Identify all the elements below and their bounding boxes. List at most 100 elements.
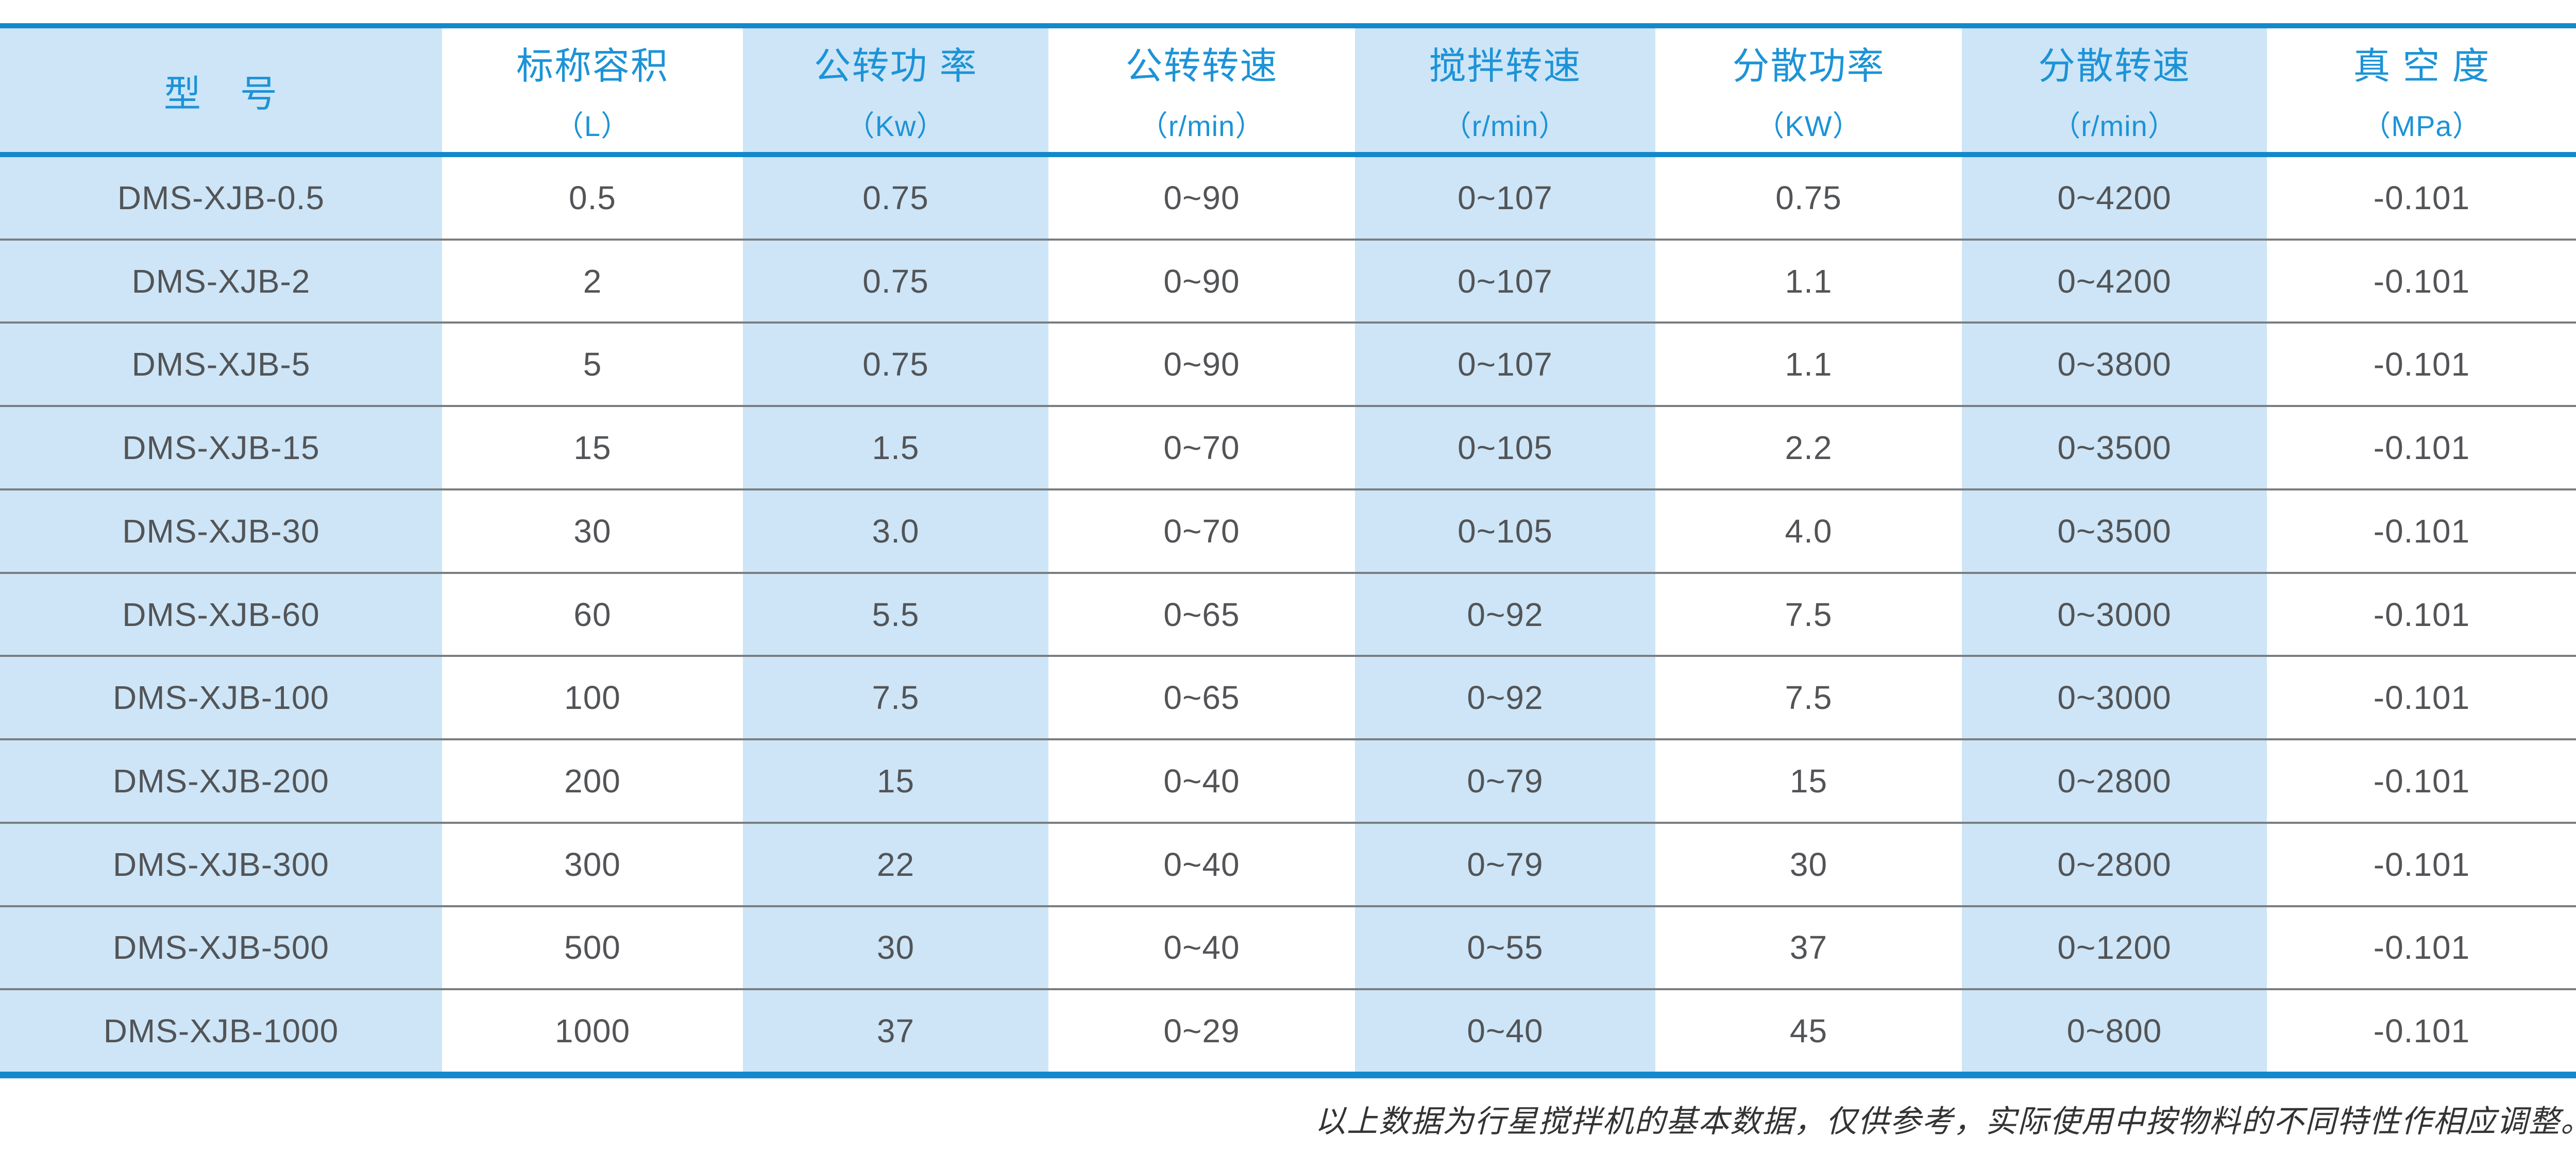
model-cell: DMS-XJB-200 bbox=[0, 740, 442, 822]
value-cell: 22 bbox=[743, 823, 1048, 905]
table-top-border bbox=[0, 23, 2576, 28]
value-cell: 0~3000 bbox=[1962, 573, 2267, 655]
value-cell: 30 bbox=[442, 490, 743, 572]
value-cell: 30 bbox=[1655, 823, 1962, 905]
model-cell: DMS-XJB-30 bbox=[0, 490, 442, 572]
table-row: DMS-XJB-5 5 0.75 0~90 0~107 1.1 0~3800 -0.101 bbox=[0, 321, 2576, 405]
value-cell: 0~40 bbox=[1355, 990, 1655, 1072]
value-cell: -0.101 bbox=[2267, 907, 2576, 989]
table-body: DMS-XJB-0.5 0.5 0.75 0~90 0~107 0.75 0~4200 -0.… bbox=[0, 157, 2576, 1072]
value-cell: 0~79 bbox=[1355, 740, 1655, 822]
value-cell: -0.101 bbox=[2267, 573, 2576, 655]
model-cell: DMS-XJB-5 bbox=[0, 324, 442, 405]
column-title: 真 空 度 bbox=[2353, 46, 2490, 87]
value-cell: 2 bbox=[442, 240, 743, 322]
column-header-4: 公转转速 （r/min） bbox=[1048, 28, 1355, 152]
value-cell: 100 bbox=[442, 657, 743, 739]
value-cell: -0.101 bbox=[2267, 324, 2576, 405]
value-cell: -0.101 bbox=[2267, 657, 2576, 739]
value-cell: 2.2 bbox=[1655, 407, 1962, 488]
column-title: 公转功 率 bbox=[814, 46, 978, 87]
value-cell: 60 bbox=[442, 573, 743, 655]
column-header-8: 真 空 度 （MPa） bbox=[2267, 28, 2576, 152]
value-cell: 45 bbox=[1655, 990, 1962, 1072]
value-cell: 0~90 bbox=[1048, 240, 1355, 322]
table-row: DMS-XJB-300 300 22 0~40 0~79 30 0~2800 -0.101 bbox=[0, 821, 2576, 905]
model-cell: DMS-XJB-0.5 bbox=[0, 157, 442, 239]
column-unit: （r/min） bbox=[2052, 110, 2177, 142]
column-title: 型 号 bbox=[163, 73, 278, 115]
value-cell: 0.75 bbox=[743, 157, 1048, 239]
value-cell: 15 bbox=[442, 407, 743, 488]
value-cell: 0~70 bbox=[1048, 490, 1355, 572]
column-header-6: 分散功率 （KW） bbox=[1655, 28, 1962, 152]
value-cell: -0.101 bbox=[2267, 740, 2576, 822]
table-row: DMS-XJB-15 15 1.5 0~70 0~105 2.2 0~3500 -0.101 bbox=[0, 405, 2576, 488]
value-cell: 0~29 bbox=[1048, 990, 1355, 1072]
value-cell: 0~40 bbox=[1048, 740, 1355, 822]
column-unit: （MPa） bbox=[2362, 110, 2482, 142]
model-cell: DMS-XJB-100 bbox=[0, 657, 442, 739]
column-title: 分散功率 bbox=[1732, 46, 1885, 87]
value-cell: 0.5 bbox=[442, 157, 743, 239]
value-cell: -0.101 bbox=[2267, 823, 2576, 905]
value-cell: 0~3000 bbox=[1962, 657, 2267, 739]
value-cell: -0.101 bbox=[2267, 157, 2576, 239]
model-cell: DMS-XJB-300 bbox=[0, 823, 442, 905]
model-cell: DMS-XJB-60 bbox=[0, 573, 442, 655]
value-cell: 0~1200 bbox=[1962, 907, 2267, 989]
value-cell: 0~55 bbox=[1355, 907, 1655, 989]
value-cell: 0~79 bbox=[1355, 823, 1655, 905]
column-unit: （L） bbox=[554, 110, 631, 142]
model-cell: DMS-XJB-1000 bbox=[0, 990, 442, 1072]
value-cell: 7.5 bbox=[743, 657, 1048, 739]
value-cell: 0~2800 bbox=[1962, 740, 2267, 822]
value-cell: 1.5 bbox=[743, 407, 1048, 488]
table-row: DMS-XJB-30 30 3.0 0~70 0~105 4.0 0~3500 -0.101 bbox=[0, 488, 2576, 572]
value-cell: 0~70 bbox=[1048, 407, 1355, 488]
column-unit: （r/min） bbox=[1139, 110, 1265, 142]
column-unit: （Kw） bbox=[845, 110, 946, 142]
value-cell: 3.0 bbox=[743, 490, 1048, 572]
model-cell: DMS-XJB-2 bbox=[0, 240, 442, 322]
value-cell: 37 bbox=[743, 990, 1048, 1072]
value-cell: 15 bbox=[743, 740, 1048, 822]
value-cell: 0~800 bbox=[1962, 990, 2267, 1072]
value-cell: 1.1 bbox=[1655, 240, 1962, 322]
value-cell: 7.5 bbox=[1655, 657, 1962, 739]
value-cell: -0.101 bbox=[2267, 407, 2576, 488]
value-cell: 37 bbox=[1655, 907, 1962, 989]
value-cell: -0.101 bbox=[2267, 490, 2576, 572]
value-cell: 5.5 bbox=[743, 573, 1048, 655]
value-cell: -0.101 bbox=[2267, 240, 2576, 322]
value-cell: 0~92 bbox=[1355, 573, 1655, 655]
value-cell: 7.5 bbox=[1655, 573, 1962, 655]
value-cell: 0~40 bbox=[1048, 907, 1355, 989]
column-header-3: 公转功 率 （Kw） bbox=[743, 28, 1048, 152]
column-title: 搅拌转速 bbox=[1429, 46, 1582, 87]
value-cell: 0~4200 bbox=[1962, 157, 2267, 239]
column-title: 分散转速 bbox=[2038, 46, 2191, 87]
table-bottom-border bbox=[0, 1072, 2576, 1078]
value-cell: 0~65 bbox=[1048, 573, 1355, 655]
value-cell: 0~3800 bbox=[1962, 324, 2267, 405]
value-cell: 0~4200 bbox=[1962, 240, 2267, 322]
value-cell: -0.101 bbox=[2267, 990, 2576, 1072]
header-body-divider bbox=[0, 152, 2576, 157]
value-cell: 0~3500 bbox=[1962, 490, 2267, 572]
table-row: DMS-XJB-1000 1000 37 0~29 0~40 45 0~800 -0.101 bbox=[0, 988, 2576, 1072]
value-cell: 0~107 bbox=[1355, 157, 1655, 239]
value-cell: 0~40 bbox=[1048, 823, 1355, 905]
footnote: 以上数据为行星搅拌机的基本数据，仅供参考，实际使用中按物料的不同特性作相应调整。 bbox=[1315, 1104, 2576, 1140]
column-header-5: 搅拌转速 （r/min） bbox=[1355, 28, 1655, 152]
column-unit: （KW） bbox=[1755, 110, 1862, 142]
column-title: 公转转速 bbox=[1125, 46, 1278, 87]
value-cell: 500 bbox=[442, 907, 743, 989]
value-cell: 200 bbox=[442, 740, 743, 822]
column-header-7: 分散转速 （r/min） bbox=[1962, 28, 2267, 152]
column-header-2: 标称容积 （L） bbox=[442, 28, 743, 152]
table-row: DMS-XJB-2 2 0.75 0~90 0~107 1.1 0~4200 -0.101 bbox=[0, 238, 2576, 322]
value-cell: 0~105 bbox=[1355, 407, 1655, 488]
value-cell: 0.75 bbox=[743, 324, 1048, 405]
